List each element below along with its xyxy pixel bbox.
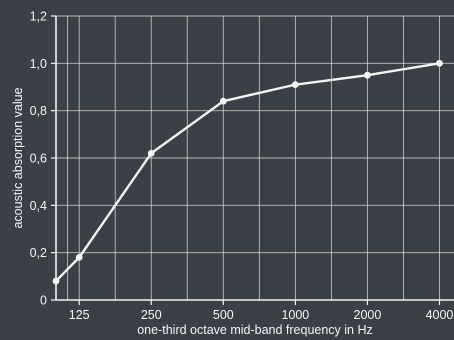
data-point (436, 59, 443, 67)
data-point (219, 97, 227, 105)
x-tick-label: 4000 (426, 308, 454, 322)
y-tick-label: 0,8 (30, 104, 47, 118)
x-tick-label: 500 (213, 308, 234, 322)
series (52, 59, 443, 285)
data-point (52, 277, 60, 285)
data-point (364, 71, 371, 79)
x-tick-label: 250 (141, 308, 162, 322)
y-tick-label: 0 (40, 294, 47, 308)
data-point (75, 254, 83, 261)
data-point (291, 81, 299, 89)
y-axis-title: acoustic absorption value (11, 87, 25, 228)
x-tick-label: 2000 (354, 308, 382, 322)
series-line (55, 62, 440, 282)
data-point (147, 149, 155, 157)
grid (56, 15, 454, 300)
x-axis-title: one-third octave mid-band frequency in H… (137, 323, 373, 337)
x-tick-label: 1000 (281, 308, 309, 322)
x-tick-label: 125 (69, 308, 90, 322)
ticks: 0 0,2 0,4 0,6 0,8 1,0 1,2 125 250 500 1000 2000 4000 (30, 10, 454, 323)
y-tick-label: 1,0 (30, 57, 47, 71)
y-tick-label: 0,6 (30, 152, 47, 166)
y-tick-label: 1,2 (30, 10, 47, 24)
y-tick-label: 0,2 (30, 246, 47, 260)
y-tick-label: 0,4 (30, 199, 47, 213)
